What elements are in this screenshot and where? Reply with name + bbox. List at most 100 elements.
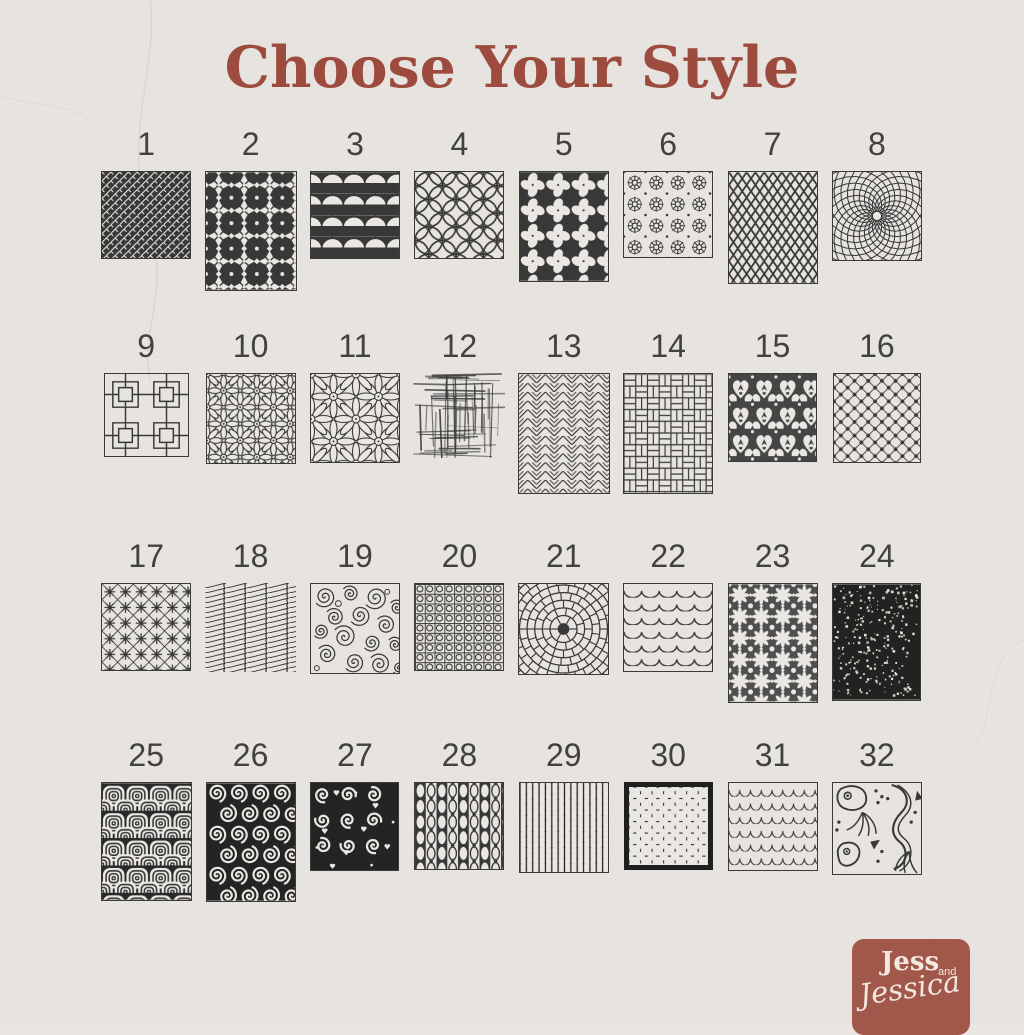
- style-option-30[interactable]: 30: [616, 733, 720, 902]
- style-number: 16: [859, 328, 895, 364]
- style-row: 25 26 27 28 29 30 31 32: [94, 733, 934, 902]
- style-number: 10: [232, 328, 269, 364]
- style-option-7[interactable]: 7: [720, 122, 824, 291]
- style-option-11[interactable]: 11: [303, 324, 407, 494]
- style-option-4[interactable]: 4: [407, 122, 511, 291]
- pattern-swatch-trellis-dots: [832, 373, 921, 463]
- style-option-6[interactable]: 6: [616, 122, 720, 291]
- style-number: 12: [441, 328, 478, 364]
- style-option-25[interactable]: 25: [94, 733, 198, 902]
- style-number: 3: [346, 126, 364, 162]
- style-number: 2: [241, 126, 260, 162]
- style-option-5[interactable]: 5: [512, 122, 616, 291]
- style-number: 28: [441, 737, 478, 773]
- pattern-swatch-star-lattice: [204, 171, 297, 291]
- style-number: 17: [128, 538, 164, 574]
- pattern-swatch-interlocking-rings: [414, 171, 505, 259]
- pattern-swatch-speckle-dots: [832, 583, 922, 701]
- style-number: 26: [232, 737, 269, 773]
- style-number: 25: [128, 737, 164, 773]
- pattern-swatch-star-trellis: [101, 583, 192, 671]
- style-number: 22: [650, 538, 686, 574]
- style-number: 6: [659, 126, 678, 162]
- style-option-8[interactable]: 8: [825, 122, 929, 291]
- style-option-32[interactable]: 32: [825, 733, 929, 902]
- pattern-swatch-paisley-doodle: [831, 782, 922, 875]
- brand-logo: Jess and Jessica: [852, 939, 970, 1035]
- style-option-28[interactable]: 28: [407, 733, 511, 902]
- pattern-swatch-radial-cobblestone: [518, 583, 610, 675]
- style-option-10[interactable]: 10: [198, 324, 302, 494]
- pattern-swatch-fish-scales: [727, 782, 818, 871]
- style-option-3[interactable]: 3: [303, 122, 407, 291]
- pattern-swatch-quatrefoil-grid: [623, 782, 713, 870]
- style-option-9[interactable]: 9: [94, 324, 198, 494]
- style-number: 30: [650, 737, 686, 773]
- pattern-swatch-coin-columns: [518, 782, 609, 873]
- pattern-swatch-oval-chains: [414, 782, 505, 870]
- pattern-swatch-daisies-large: [309, 373, 400, 463]
- style-option-20[interactable]: 20: [407, 534, 511, 703]
- style-option-12[interactable]: 12: [407, 324, 511, 494]
- style-option-1[interactable]: 1: [94, 122, 198, 291]
- pattern-swatch-cane-webbing: [414, 583, 505, 671]
- style-number: 27: [337, 737, 373, 773]
- pattern-swatch-swirl-clouds: [309, 583, 400, 674]
- pattern-swatch-swirl-hearts: [310, 782, 400, 871]
- style-grid: 1 2 3 4 5 6 7 8 9 10 11 12 13 14 15 16 17 18 19 20 21 22 23 24 2…: [94, 122, 934, 902]
- style-row: 1 2 3 4 5 6 7 8: [94, 122, 934, 291]
- style-number: 4: [450, 126, 469, 162]
- pattern-swatch-cable-waves: [205, 583, 297, 672]
- style-number: 5: [554, 126, 573, 162]
- style-option-31[interactable]: 31: [720, 733, 824, 902]
- style-number: 15: [754, 328, 791, 364]
- style-number: 24: [859, 538, 895, 574]
- style-number: 29: [545, 737, 582, 773]
- style-option-22[interactable]: 22: [616, 534, 720, 703]
- style-option-2[interactable]: 2: [198, 122, 302, 291]
- pattern-swatch-nested-squares: [100, 782, 192, 901]
- style-option-15[interactable]: 15: [720, 324, 824, 494]
- pattern-swatch-herringbone: [517, 373, 610, 494]
- pattern-swatch-diamond-mesh: [727, 171, 818, 284]
- style-option-27[interactable]: 27: [303, 733, 407, 902]
- pattern-swatch-petal-pinwheel: [518, 171, 609, 282]
- style-number: 11: [338, 328, 372, 364]
- style-option-29[interactable]: 29: [512, 733, 616, 902]
- style-number: 13: [545, 328, 582, 364]
- style-number: 1: [137, 126, 156, 162]
- style-number: 9: [137, 328, 156, 364]
- pattern-swatch-burlap-weave: [413, 373, 506, 458]
- style-option-14[interactable]: 14: [616, 324, 720, 494]
- pattern-swatch-spiral-vortex: [831, 171, 922, 261]
- pattern-swatch-spiral-roses: [205, 782, 296, 902]
- style-number: 31: [754, 737, 791, 773]
- style-option-17[interactable]: 17: [94, 534, 198, 703]
- style-number: 18: [232, 538, 269, 574]
- pattern-swatch-ornate-tile: [727, 583, 818, 703]
- style-number: 23: [754, 538, 791, 574]
- style-number: 21: [545, 538, 582, 574]
- style-option-19[interactable]: 19: [303, 534, 407, 703]
- style-number: 8: [868, 126, 886, 162]
- style-row: 17 18 19 20 21 22 23 24: [94, 534, 934, 703]
- pattern-swatch-fretwork-lattice: [103, 373, 189, 457]
- style-number: 14: [650, 328, 686, 364]
- style-option-26[interactable]: 26: [198, 733, 302, 902]
- page-title: Choose Your Style: [224, 34, 800, 101]
- style-option-18[interactable]: 18: [198, 534, 302, 703]
- style-option-16[interactable]: 16: [825, 324, 929, 494]
- pattern-swatch-daisies-small: [205, 373, 296, 464]
- pattern-swatch-fleur-damask: [728, 373, 818, 462]
- style-row: 9 10 11 12 13 14 15 16: [94, 324, 934, 494]
- style-option-23[interactable]: 23: [720, 534, 824, 703]
- style-number: 7: [763, 126, 782, 162]
- style-option-21[interactable]: 21: [512, 534, 616, 703]
- pattern-swatch-ogee-scales: [623, 583, 714, 672]
- style-number: 20: [441, 538, 478, 574]
- pattern-swatch-basket-weave: [101, 171, 192, 259]
- style-option-13[interactable]: 13: [512, 324, 616, 494]
- pattern-swatch-basketweave-brick: [623, 373, 714, 494]
- pattern-swatch-scallops: [309, 171, 400, 259]
- style-option-24[interactable]: 24: [825, 534, 929, 703]
